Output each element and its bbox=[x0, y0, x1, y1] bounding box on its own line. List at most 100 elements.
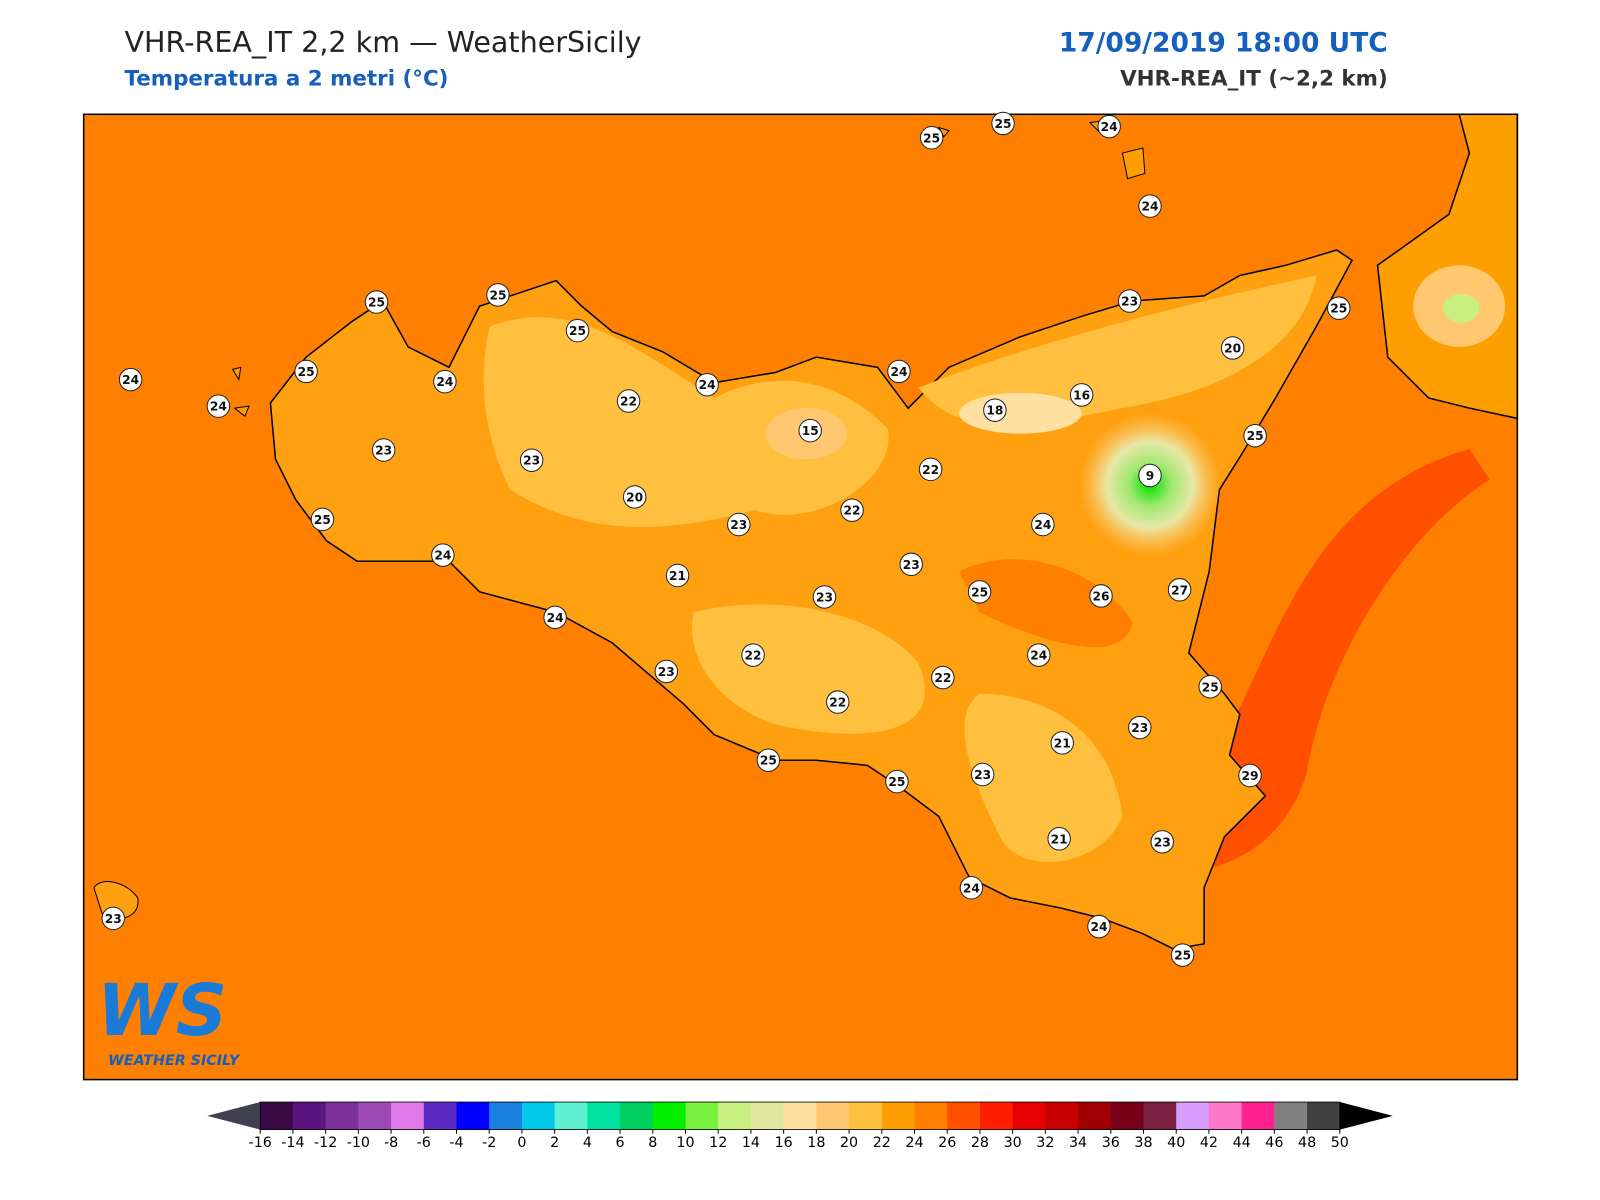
station-value: 23 bbox=[730, 518, 747, 532]
colorbar-tick-label: 2 bbox=[550, 1135, 559, 1151]
station-value: 21 bbox=[1054, 736, 1071, 750]
colorbar-tick-label: 36 bbox=[1102, 1135, 1120, 1151]
calabria-peak bbox=[1442, 293, 1480, 323]
station-value: 24 bbox=[1030, 649, 1047, 663]
iblei bbox=[964, 693, 1123, 862]
colorbar-tick-label: 4 bbox=[583, 1135, 592, 1151]
station-marker bbox=[433, 369, 457, 394]
station-value: 22 bbox=[844, 504, 861, 518]
station-value: 25 bbox=[971, 585, 988, 599]
station-value: 16 bbox=[1073, 388, 1090, 402]
station-value: 22 bbox=[829, 696, 846, 710]
station-value: 22 bbox=[620, 395, 637, 409]
colorbar-tick-label: 28 bbox=[971, 1135, 989, 1151]
colorbar-segment bbox=[554, 1102, 588, 1130]
station-marker bbox=[1198, 675, 1222, 699]
station-marker bbox=[1050, 731, 1074, 755]
station-value: 25 bbox=[923, 131, 940, 145]
colorbar-tick-label: -2 bbox=[482, 1135, 496, 1151]
station-marker bbox=[885, 769, 909, 794]
station-value: 25 bbox=[1174, 949, 1191, 963]
station-marker bbox=[616, 389, 641, 413]
logo-initials: WS bbox=[97, 969, 227, 1052]
station-value: 25 bbox=[569, 324, 586, 338]
station-value: 23 bbox=[105, 912, 122, 926]
colorbar-tick-label: 6 bbox=[616, 1135, 625, 1151]
colorbar-tick-label: 46 bbox=[1265, 1135, 1283, 1151]
station-value: 24 bbox=[699, 378, 716, 392]
colorbar-tick-label: 30 bbox=[1004, 1135, 1022, 1151]
station-value: 25 bbox=[314, 513, 331, 527]
colorbar-tick-label: 48 bbox=[1298, 1135, 1316, 1151]
station-marker bbox=[840, 498, 864, 522]
station-marker bbox=[364, 290, 389, 314]
station-marker bbox=[1150, 830, 1174, 854]
colorbar-tick-label: -10 bbox=[347, 1135, 370, 1151]
station-marker bbox=[622, 485, 647, 509]
colorbar-segment bbox=[947, 1102, 981, 1130]
title: VHR-REA_IT 2,2 km — WeatherSicily bbox=[124, 25, 641, 59]
catania-plain bbox=[959, 559, 1133, 648]
station-marker bbox=[695, 372, 719, 397]
colorbar-segment bbox=[914, 1102, 948, 1130]
station-marker bbox=[294, 359, 318, 384]
station-value: 24 bbox=[436, 375, 453, 389]
colorbar-segment bbox=[325, 1102, 359, 1130]
colorbar-segment bbox=[456, 1102, 490, 1130]
colorbar-segment bbox=[685, 1102, 719, 1130]
model: VHR-REA_IT (~2,2 km) bbox=[1120, 67, 1388, 92]
station-value: 25 bbox=[1202, 680, 1219, 694]
station-marker bbox=[1128, 715, 1152, 740]
station-value: 29 bbox=[1241, 769, 1258, 783]
colorbar-segment bbox=[1143, 1102, 1177, 1130]
colorbar-tick-label: -8 bbox=[384, 1135, 398, 1151]
station-marker bbox=[970, 762, 995, 787]
station-marker bbox=[1089, 584, 1113, 608]
station-marker bbox=[1138, 463, 1162, 488]
nebrodi bbox=[918, 275, 1317, 425]
colorbar-tick-label: -4 bbox=[449, 1135, 463, 1151]
station-marker bbox=[741, 643, 765, 667]
colorbar-segment bbox=[587, 1102, 621, 1130]
colorbar-segment bbox=[979, 1102, 1014, 1130]
colorbar-tick-label: 24 bbox=[905, 1135, 923, 1151]
station-value: 24 bbox=[210, 400, 227, 414]
station-value: 21 bbox=[669, 569, 686, 583]
colorbar-tick-label: 10 bbox=[676, 1135, 694, 1151]
colorbar-segment bbox=[718, 1102, 752, 1130]
station-value: 24 bbox=[1141, 200, 1158, 214]
station-marker bbox=[991, 111, 1015, 136]
datetime: 17/09/2019 18:00 UTC bbox=[1059, 27, 1388, 58]
colorbar-segment bbox=[1241, 1102, 1275, 1130]
station-value: 25 bbox=[760, 754, 777, 768]
station-marker bbox=[1031, 512, 1055, 537]
colorbar-tick-label: 40 bbox=[1167, 1135, 1185, 1151]
station-value: 23 bbox=[375, 444, 392, 458]
colorbar-tick-label: 8 bbox=[648, 1135, 657, 1151]
colorbar-segment bbox=[1110, 1102, 1145, 1130]
station-marker bbox=[118, 367, 143, 392]
colorbar-segment bbox=[1078, 1102, 1112, 1130]
colorbar-tick-label: -16 bbox=[249, 1135, 272, 1151]
station-value: 24 bbox=[890, 365, 907, 379]
station-value: 23 bbox=[1131, 721, 1148, 735]
colorbar-tick-label: 20 bbox=[840, 1135, 858, 1151]
map-border bbox=[82, 113, 1519, 1081]
station-value: 24 bbox=[963, 881, 980, 895]
station-marker bbox=[654, 659, 679, 684]
station-value: 27 bbox=[1171, 583, 1188, 597]
station-value: 21 bbox=[1051, 832, 1068, 846]
colorbar-tick-label: 16 bbox=[775, 1135, 793, 1151]
logo: WS WEATHER SICILY bbox=[97, 969, 241, 1069]
station-value: 25 bbox=[888, 775, 905, 789]
station-marker bbox=[206, 394, 231, 418]
station-marker bbox=[931, 665, 955, 690]
colorbar-segment bbox=[391, 1102, 425, 1130]
station-value: 22 bbox=[922, 463, 939, 477]
station-value: 25 bbox=[1247, 429, 1264, 443]
egadi-islands bbox=[231, 366, 250, 418]
station-marker bbox=[101, 906, 125, 931]
station-value: 24 bbox=[1034, 518, 1051, 532]
station-marker bbox=[310, 507, 335, 532]
